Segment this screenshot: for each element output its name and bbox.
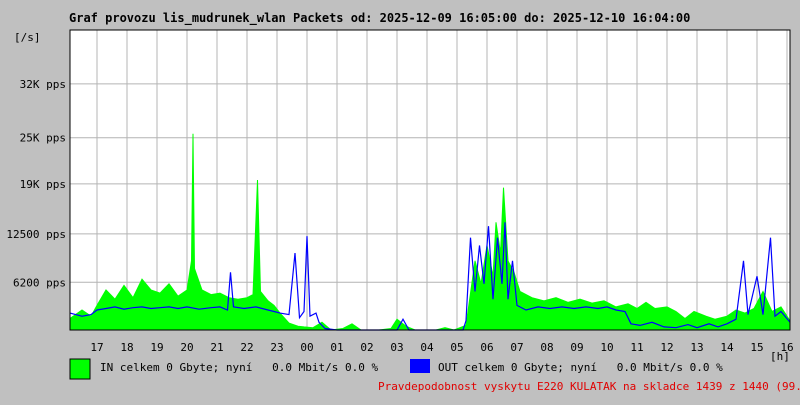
x-tick-label: 12 bbox=[660, 341, 673, 354]
x-tick-label: 15 bbox=[750, 341, 763, 354]
x-tick-label: 04 bbox=[420, 341, 434, 354]
legend-in-swatch bbox=[69, 358, 91, 380]
y-axis-unit-label: [/s] bbox=[14, 31, 41, 44]
x-tick-label: 16 bbox=[780, 341, 793, 354]
y-tick-label: 12500 pps bbox=[6, 228, 66, 241]
series-in-area bbox=[69, 133, 791, 331]
legend-in-text: IN celkem 0 Gbyte; nyní 0.0 Mbit/s 0.0 % bbox=[100, 361, 379, 374]
x-tick-label: 19 bbox=[150, 341, 163, 354]
x-axis-unit-label: [h] bbox=[770, 350, 790, 363]
series-out-line bbox=[69, 222, 791, 331]
legend-out-text: OUT celkem 0 Gbyte; nyní 0.0 Mbit/s 0.0 … bbox=[438, 361, 723, 374]
x-tick-label: 01 bbox=[330, 341, 343, 354]
plot-border bbox=[69, 29, 791, 331]
x-tick-label: 00 bbox=[300, 341, 313, 354]
x-tick-label: 13 bbox=[690, 341, 703, 354]
y-axis-ticks: 6200 pps 12500 pps 19K pps 25K pps 32K pps bbox=[6, 78, 66, 289]
x-tick-label: 22 bbox=[240, 341, 253, 354]
plot-area bbox=[70, 30, 790, 330]
chart-title: Graf provozu lis_mudrunek_wlan Packets o… bbox=[69, 11, 690, 26]
x-tick-label: 17 bbox=[90, 341, 103, 354]
y-tick-label: 32K pps bbox=[20, 78, 66, 91]
x-tick-label: 07 bbox=[510, 341, 523, 354]
x-tick-label: 02 bbox=[360, 341, 373, 354]
y-tick-label: 25K pps bbox=[20, 132, 66, 145]
y-tick-label: 19K pps bbox=[20, 178, 66, 191]
x-tick-label: 10 bbox=[600, 341, 613, 354]
x-tick-label: 14 bbox=[720, 341, 734, 354]
x-tick-label: 05 bbox=[450, 341, 463, 354]
x-tick-label: 03 bbox=[390, 341, 403, 354]
x-tick-label: 11 bbox=[630, 341, 643, 354]
y-tick-label: 6200 pps bbox=[13, 276, 66, 289]
x-tick-label: 20 bbox=[180, 341, 193, 354]
x-tick-label: 08 bbox=[540, 341, 553, 354]
x-tick-label: 09 bbox=[570, 341, 583, 354]
x-tick-label: 21 bbox=[210, 341, 223, 354]
x-tick-label: 06 bbox=[480, 341, 493, 354]
x-tick-label: 23 bbox=[270, 341, 283, 354]
footer-note: Pravdepodobnost vyskytu E220 KULATAK na … bbox=[378, 380, 800, 393]
grid-lines bbox=[70, 30, 790, 330]
series-layer bbox=[69, 133, 791, 331]
x-axis-ticks: 17 18 19 20 21 22 23 00 01 02 03 04 05 06 07 08 09 10 11 12… bbox=[90, 341, 793, 354]
legend-out-swatch bbox=[410, 359, 430, 373]
x-tick-label: 18 bbox=[120, 341, 133, 354]
